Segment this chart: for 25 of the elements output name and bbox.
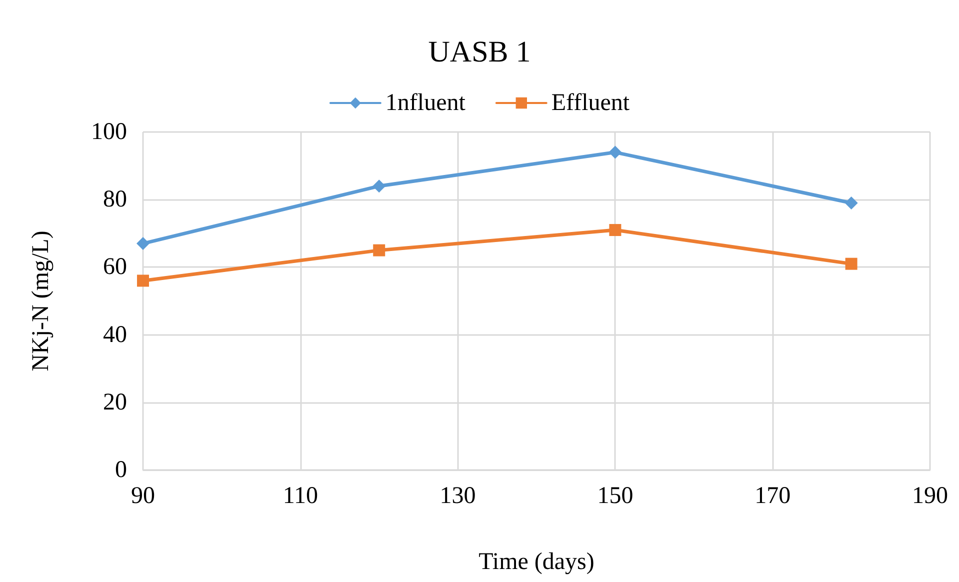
point [137, 274, 149, 287]
chart-title: UASB 1 [428, 36, 531, 68]
y-tick-label: 20 [103, 389, 127, 416]
point [372, 180, 386, 193]
point [609, 224, 622, 236]
point [844, 196, 858, 210]
y-tick-label: 100 [91, 119, 127, 145]
y-axis-title: NKj-N (mg/L) [28, 230, 54, 372]
point [136, 237, 150, 250]
y-tick-label: 40 [103, 322, 127, 348]
x-axis-title: Time (days) [478, 549, 594, 575]
x-tick-label: 90 [131, 483, 155, 509]
y-tick-label: 60 [103, 254, 127, 280]
x-tick-label: 190 [912, 483, 948, 509]
x-tick-label: 110 [282, 483, 318, 509]
legend-label: Effluent [551, 90, 630, 116]
x-tick-label: 130 [440, 483, 476, 509]
x-tick-label: 150 [597, 483, 634, 509]
point [608, 146, 622, 159]
y-tick-label: 80 [103, 186, 127, 213]
x-tick-label: 170 [754, 483, 791, 509]
point [845, 258, 858, 270]
legend-label: 1nfluent [385, 90, 466, 116]
point [373, 244, 386, 256]
y-tick-label: 0 [115, 457, 127, 483]
